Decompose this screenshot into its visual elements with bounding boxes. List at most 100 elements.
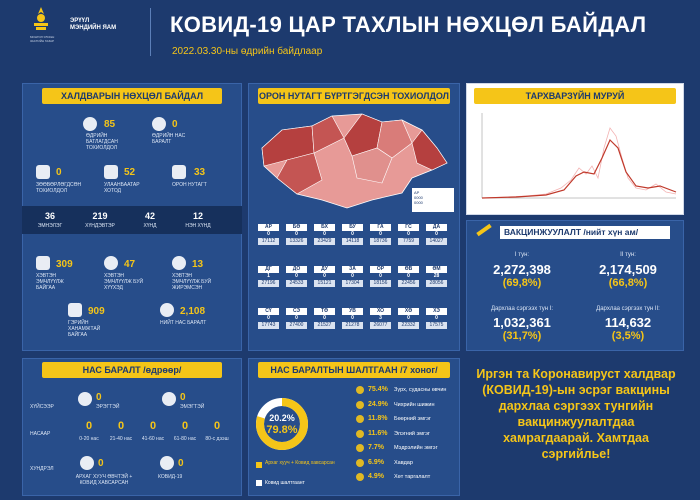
trend-title: ТАРХВАРЗҮЙН МУРУЙ: [474, 88, 676, 104]
region-total: 18736: [370, 238, 391, 245]
region-total: 28056: [426, 280, 447, 287]
cause-name: Хавдар: [394, 459, 413, 466]
region-cell: ГС 0 7759: [398, 224, 419, 245]
region-code: СҮ: [258, 308, 279, 315]
organ-icon: [356, 473, 364, 481]
age-label-item: 21-40 нас: [109, 436, 133, 442]
cause-pct: 7.7%: [368, 444, 384, 451]
region-cell: ДУ 0 15121: [314, 266, 335, 287]
region-code: ӨМ: [426, 266, 447, 273]
region-today: 0: [379, 273, 382, 279]
legend-code: АР: [414, 190, 420, 195]
region-code: ДУ: [314, 266, 335, 273]
region-total: 17304: [342, 280, 363, 287]
region-today: 0: [295, 315, 298, 321]
region-cell: ДГ 1 27196: [258, 266, 279, 287]
region-total: 18156: [370, 280, 391, 287]
age-label-item: 80-с дээш: [205, 436, 229, 442]
strip-value-3: 42: [144, 211, 155, 221]
death-causes-panel: [248, 358, 460, 496]
message-text: Иргэн та Коронавируст халдвар (КОВИД-19)…: [476, 367, 676, 461]
page-subtitle: 2022.03.30-ны өдрийн байдлаар: [172, 46, 323, 57]
organ-icon: [356, 386, 364, 394]
pregnant-label: ХЭВТЭН ЭМЧЛҮҮЛЖ БУЙ ЖИРЭМСЭН: [172, 273, 212, 291]
provinces-label: ОРОН НУТАГТ: [172, 182, 207, 188]
region-total: 17743: [258, 322, 279, 329]
age-value: 0: [213, 420, 221, 432]
region-total: 27400: [286, 322, 307, 329]
booster1-pct: (31,7%): [502, 330, 542, 342]
skull-icon: [152, 117, 166, 131]
region-today: 0: [267, 231, 270, 237]
provinces-value: 33: [194, 167, 206, 178]
donut-pct-big: 79.8%: [266, 424, 298, 436]
female-icon: [162, 392, 176, 406]
virus-small-icon: [160, 456, 174, 470]
region-code: ГС: [398, 224, 419, 231]
ger-icon: [172, 165, 186, 179]
home-value: 909: [88, 306, 105, 317]
region-today: 28: [433, 273, 440, 279]
strip-label-1: ЭМНЭЛЭГ: [37, 223, 63, 229]
vaccination-title: ВАКЦИНЖУУЛАЛТ /нийт хүн ам/: [500, 226, 670, 239]
region-code: УВ: [342, 308, 363, 315]
ministry-name-2: МЭНДИЙН ЯАМ: [70, 25, 117, 31]
cause-name: Мэдрэлийн эмгэг: [394, 445, 438, 451]
cause-name: Элэгний эмгэг: [394, 430, 430, 437]
region-today: 0: [351, 273, 354, 279]
cause-donut: [256, 398, 308, 450]
confirmed-label: ӨДРИЙН БАТЛАГДСАН ТОХИОЛДОЛ: [86, 133, 118, 151]
dose2-pct: (66,8%): [608, 277, 648, 289]
region-today: 1: [267, 273, 270, 279]
child-value: 47: [124, 259, 136, 270]
heart-icon: [80, 456, 94, 470]
region-code: ЗА: [342, 266, 363, 273]
age-label: НАСААР: [30, 431, 51, 437]
deaths-label: ӨДРИЙН НАС БАРАЛТ: [152, 133, 186, 145]
region-total: 27196: [258, 280, 279, 287]
age-label-item: 61-80 нас: [173, 436, 197, 442]
imported-label: ЗӨӨВӨРЛӨГДСӨН ТОХИОЛДОЛ: [36, 182, 82, 194]
female-value: 0: [180, 392, 186, 403]
cause-label: ХУНДРЭЛ: [30, 466, 54, 472]
strip-label-4: НЭН ХҮНД: [185, 223, 211, 229]
age-value: 0: [181, 420, 189, 432]
region-code: ДА: [426, 224, 447, 231]
total-deaths-label: НИЙТ НАС БАРАЛТ: [160, 320, 207, 326]
hosp-label: ХЭВТЭН ЭМЧЛҮҮЛЖ БАЙГАА: [36, 273, 64, 291]
legend1-label: Архаг хууч + Ковид хавсарсан: [265, 460, 335, 466]
hosp-value: 309: [56, 259, 73, 270]
region-total: 22332: [398, 322, 419, 329]
severity-strip: [22, 206, 242, 234]
dose1-value: 2,272,398: [493, 262, 551, 277]
trend-panel: [466, 83, 684, 215]
dose1-label: I тун:: [514, 252, 530, 258]
home-icon: [68, 303, 82, 317]
region-today: 0: [435, 315, 438, 321]
region-cell: ХО 3 26077: [370, 308, 391, 329]
cause-pct: 11.6%: [368, 429, 388, 437]
region-cell: ӨВ 0 22456: [398, 266, 419, 287]
cause-pct: 24.9%: [368, 400, 388, 408]
region-today: 0: [407, 273, 410, 279]
region-total: 17575: [426, 322, 447, 329]
region-code: СЭ: [286, 308, 307, 315]
region-cell: ДО 0 24533: [286, 266, 307, 287]
region-cell: ТӨ 0 21527: [314, 308, 335, 329]
region-today: 0: [323, 231, 326, 237]
organ-icon: [356, 444, 364, 452]
deaths-value: 0: [172, 119, 178, 130]
pregnant-value: 13: [192, 259, 204, 270]
cause2-label: КОВИД-19: [158, 474, 183, 480]
vaccination-panel: [466, 220, 684, 351]
organ-icon: [356, 458, 364, 467]
region-today: 0: [295, 273, 298, 279]
region-code: ДО: [286, 266, 307, 273]
region-code: ДГ: [258, 266, 279, 273]
region-cell: СҮ 0 17743: [258, 308, 279, 329]
region-total: 14118: [342, 238, 363, 245]
logo-small-text: МОНГОЛ УЛСЫН ЗАСГИЙН ГАЗАР: [30, 35, 55, 43]
pregnant-icon: [172, 256, 186, 270]
region-cell: ОР 0 18156: [370, 266, 391, 287]
cause-name: Зүрх, судасны өвчин: [394, 387, 447, 393]
